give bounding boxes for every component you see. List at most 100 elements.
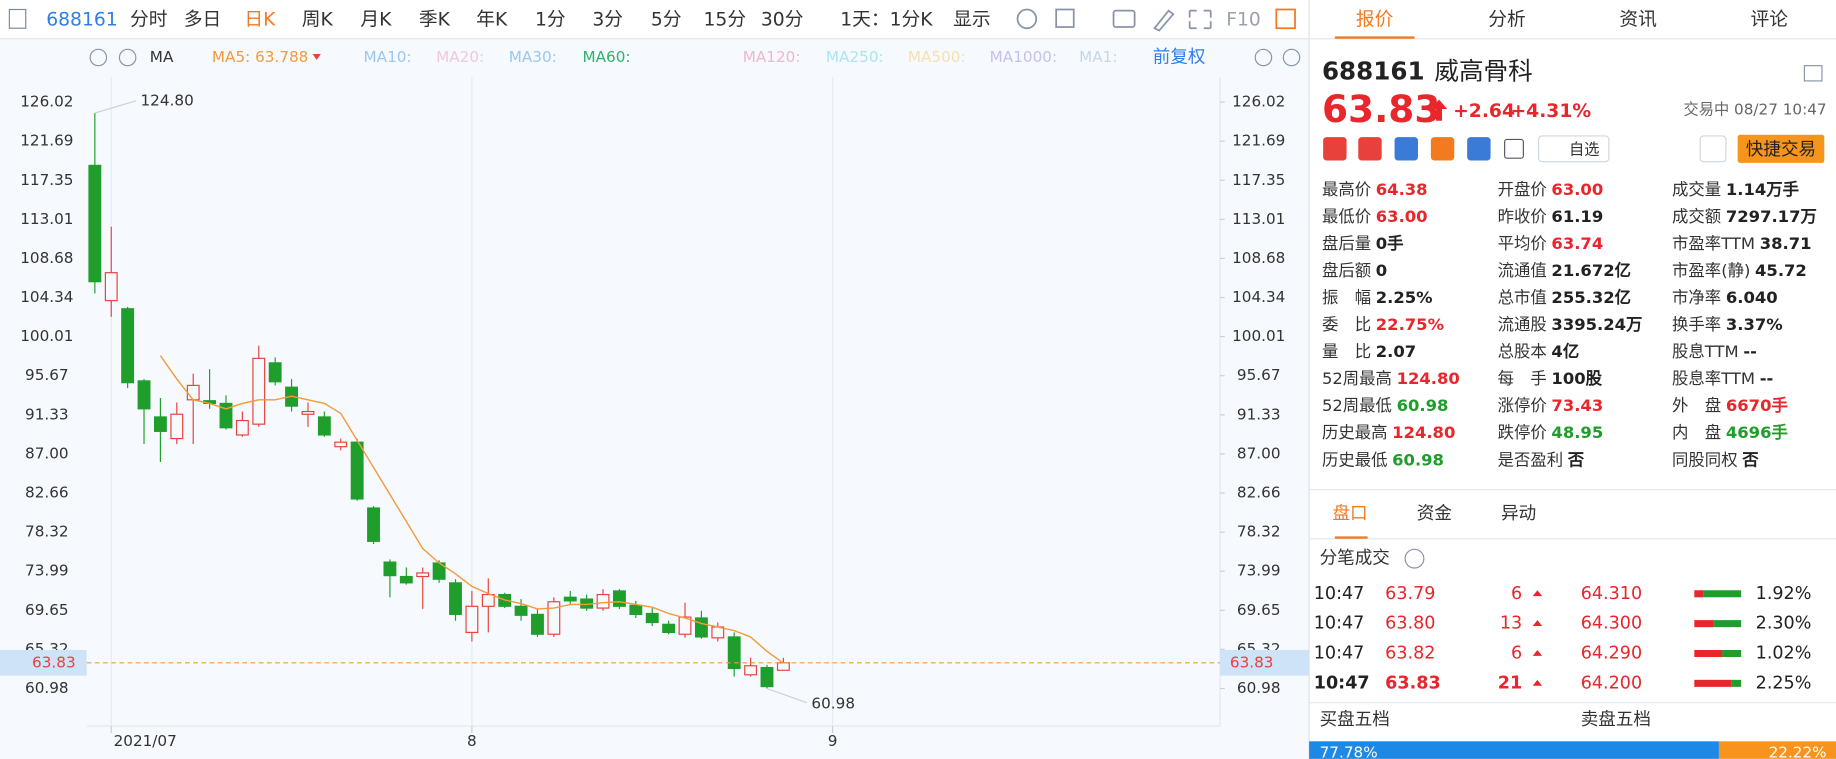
- trade-price: 63.79: [1385, 584, 1435, 604]
- sidebar-toggle-icon[interactable]: [8, 8, 27, 29]
- icon[interactable]: [1358, 137, 1382, 161]
- stat-label: 市盈率(静): [1672, 260, 1750, 279]
- toolbar-tab[interactable]: 显示: [953, 10, 990, 31]
- toolbar-tab[interactable]: 日K: [244, 10, 276, 31]
- stat-value: 63.00: [1376, 206, 1428, 225]
- toolbar-tab[interactable]: 多日: [184, 10, 221, 31]
- watch-label[interactable]: 自选: [1569, 140, 1599, 158]
- icon[interactable]: [1430, 137, 1455, 161]
- stat-value: 63.74: [1551, 233, 1603, 252]
- stat: 平均价 63.74: [1498, 233, 1604, 252]
- layout-icon[interactable]: [1275, 8, 1296, 30]
- stat-label: 换手率: [1672, 315, 1721, 334]
- candle-body: [531, 613, 544, 635]
- stat-value: --: [1760, 369, 1774, 388]
- icon[interactable]: [1394, 137, 1418, 161]
- toolbar-tab[interactable]: 3分: [592, 10, 623, 31]
- candle-body: [645, 612, 659, 624]
- subtab[interactable]: 资金: [1417, 504, 1453, 524]
- candle-body: [465, 605, 479, 634]
- trade-price: 63.80: [1385, 614, 1435, 634]
- screenshot-icon[interactable]: [1112, 9, 1136, 28]
- toolbar-tab[interactable]: 分时: [130, 10, 167, 31]
- ma-settings-icon[interactable]: [89, 48, 108, 67]
- watch-button[interactable]: [1538, 135, 1610, 163]
- toolbar-tab[interactable]: 月K: [360, 10, 392, 31]
- toolbar-tab[interactable]: 15分: [704, 10, 747, 31]
- toolbar-tab[interactable]: 688161: [46, 10, 117, 31]
- panel-tab[interactable]: 分析: [1488, 10, 1525, 31]
- stat: 盘后量 0手: [1322, 233, 1404, 252]
- stat-label: 总市值: [1498, 288, 1547, 307]
- candle-body: [367, 507, 380, 542]
- y-tick-label-right: 87.00: [1237, 444, 1281, 462]
- y-tick-label-right: 108.68: [1232, 249, 1285, 267]
- adjust-label[interactable]: 前复权: [1153, 47, 1206, 67]
- stat-value: 73.43: [1551, 396, 1603, 415]
- stat-value: 3395.24万: [1551, 315, 1642, 334]
- trade-bar-green: [1731, 679, 1742, 687]
- toolbar-tab[interactable]: 周K: [302, 10, 334, 31]
- y-tick-label-right: 104.34: [1232, 288, 1285, 306]
- trade-time: 10:47: [1314, 614, 1365, 634]
- panel-menu-icon[interactable]: [1803, 65, 1823, 82]
- trade-volume: 13: [1500, 614, 1522, 634]
- candle-body: [399, 575, 413, 584]
- ma5-dropdown[interactable]: [312, 53, 321, 60]
- stat: 昨收价 61.19: [1498, 206, 1604, 225]
- ma-close-icon[interactable]: [118, 48, 137, 67]
- draw-box-icon[interactable]: [1055, 8, 1075, 28]
- stat-label: 最低价: [1322, 206, 1371, 225]
- stat-value: 124.80: [1397, 369, 1460, 388]
- candle-body: [449, 582, 462, 615]
- panel-tab[interactable]: 报价: [1356, 10, 1394, 31]
- toolbar-tab[interactable]: 季K: [419, 10, 451, 31]
- trade-bar-green: [1722, 649, 1742, 658]
- toolbar-tab[interactable]: 年K: [476, 10, 508, 31]
- stat-label: 是否盈利: [1498, 450, 1564, 469]
- ma-label: MA500:: [908, 48, 966, 66]
- stat-value: 6670手: [1726, 396, 1788, 415]
- stat: 总市值 255.32亿: [1498, 288, 1631, 307]
- y-tick-label-right: 121.69: [1232, 132, 1285, 150]
- icon[interactable]: [1467, 137, 1491, 161]
- icon[interactable]: [1323, 137, 1347, 161]
- zoom-in-icon[interactable]: [1282, 48, 1301, 67]
- y-tick-label-right: 95.67: [1237, 366, 1281, 384]
- ma-label: MA1:: [1079, 48, 1117, 66]
- trade-bar-red: [1694, 649, 1723, 658]
- ma-label: MA: [150, 48, 174, 66]
- zoom-out-icon[interactable]: [1254, 48, 1273, 67]
- fullscreen-icon[interactable]: [1188, 9, 1212, 30]
- candle-body: [416, 572, 430, 578]
- stat-label: 流通股: [1498, 315, 1547, 334]
- y-tick-label: 69.65: [25, 601, 69, 619]
- toolbar-tab[interactable]: 5分: [651, 10, 682, 31]
- panel-tab[interactable]: 评论: [1751, 10, 1789, 31]
- toolbar-tab[interactable]: 30分: [761, 10, 804, 31]
- pen-icon[interactable]: [1153, 9, 1175, 32]
- max-leader: [94, 100, 136, 114]
- y-tick-label-right: 69.65: [1237, 601, 1281, 619]
- help-icon[interactable]: [1404, 548, 1425, 569]
- quick-trade-label[interactable]: 快捷交易: [1746, 140, 1816, 160]
- stat-value: 3.37%: [1726, 315, 1783, 334]
- candle-body: [514, 605, 528, 616]
- alert-button[interactable]: [1699, 135, 1727, 163]
- quick-trade-button[interactable]: [1737, 134, 1825, 163]
- settings-icon[interactable]: [1016, 8, 1038, 30]
- subtab[interactable]: 盘口: [1333, 504, 1368, 524]
- toolbar-tab[interactable]: F10: [1226, 10, 1261, 31]
- y-tick-label: 73.99: [25, 562, 69, 580]
- y-tick-label-right: 78.32: [1237, 523, 1281, 541]
- stat: 市盈率(静) 45.72: [1672, 260, 1807, 279]
- toolbar-tab[interactable]: 1天：1分K: [840, 10, 933, 31]
- subtab[interactable]: 异动: [1501, 504, 1536, 524]
- candle-body: [727, 636, 741, 670]
- toolbar-tab[interactable]: 1分: [535, 10, 566, 31]
- trade-price: 63.83: [1385, 673, 1441, 693]
- candle-body: [219, 402, 233, 429]
- icon[interactable]: [1504, 138, 1524, 159]
- stat-label: 流通值: [1498, 260, 1547, 279]
- panel-tab[interactable]: 资讯: [1619, 10, 1657, 31]
